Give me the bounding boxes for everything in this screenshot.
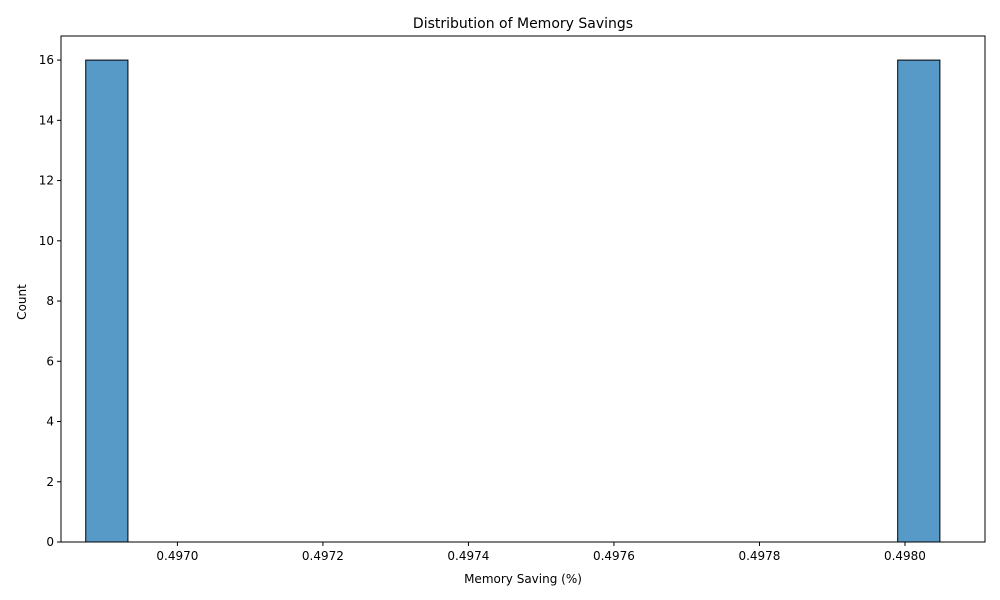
y-tick-label: 8 (46, 294, 54, 308)
x-axis-ticks: 0.4970 0.4972 0.4974 0.4976 0.4978 0.4980 (156, 542, 926, 563)
y-axis-label: Count (15, 284, 29, 320)
y-tick-label: 14 (39, 113, 54, 127)
y-tick-label: 0 (46, 535, 54, 549)
x-tick-label: 0.4970 (156, 549, 198, 563)
y-tick-label: 6 (46, 354, 54, 368)
y-tick-label: 4 (46, 415, 54, 429)
chart-title: Distribution of Memory Savings (413, 16, 633, 32)
x-tick-label: 0.4976 (593, 549, 635, 563)
x-axis-label: Memory Saving (%) (464, 572, 582, 586)
histogram-bar-1 (897, 59, 941, 543)
y-tick-label: 12 (39, 174, 54, 188)
x-tick-label: 0.4978 (738, 549, 780, 563)
y-tick-label: 16 (39, 53, 54, 67)
y-axis-ticks: 0 2 4 6 8 10 12 14 16 (39, 53, 61, 549)
bars-group (85, 59, 941, 543)
histogram-bar-0 (85, 59, 129, 543)
x-tick-label: 0.4980 (884, 549, 926, 563)
x-tick-label: 0.4972 (302, 549, 344, 563)
y-tick-label: 2 (46, 475, 54, 489)
y-tick-label: 10 (39, 234, 54, 248)
x-tick-label: 0.4974 (447, 549, 489, 563)
plot-frame (60, 35, 986, 543)
